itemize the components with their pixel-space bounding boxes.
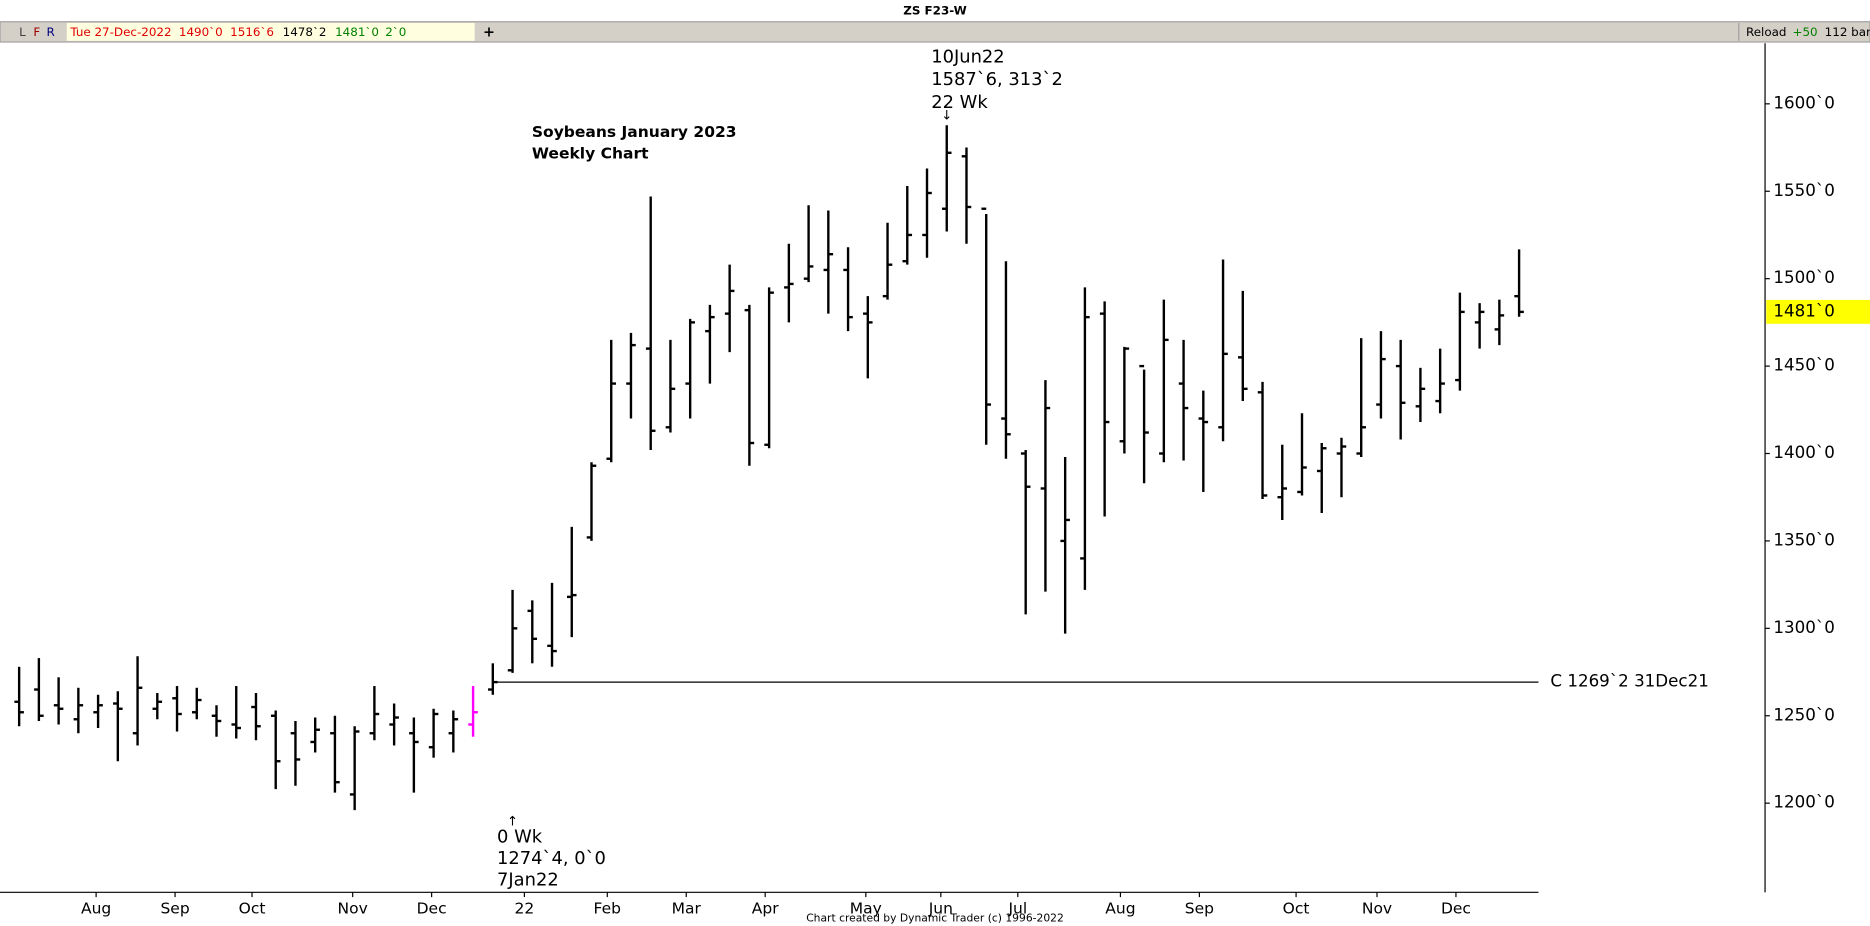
x-tick-label: Jun <box>928 900 953 918</box>
toolbar-button[interactable]: F <box>33 25 40 39</box>
x-tick-label: Nov <box>338 900 368 918</box>
x-tick-label: Aug <box>81 900 111 918</box>
window-title: ZS F23-W <box>903 4 967 18</box>
chart-subtitle: Weekly Chart <box>532 145 649 163</box>
reload-button[interactable]: Reload <box>1746 25 1787 39</box>
x-tick-label: Feb <box>594 900 621 918</box>
quote-open: 1490`0 <box>179 25 223 39</box>
annotation-arrow: ↑ <box>507 814 518 829</box>
quote-box <box>66 22 475 41</box>
annotation: 1274`4, 0`0 <box>497 848 606 869</box>
x-tick-label: Aug <box>1105 900 1135 918</box>
y-tick-label: 1300`0 <box>1773 618 1834 637</box>
x-tick-label: May <box>850 900 882 918</box>
y-tick-label: 1200`0 <box>1773 793 1834 812</box>
quote-change: 2`0 <box>385 25 406 39</box>
x-tick-label: Sep <box>160 900 189 918</box>
x-tick-label: Oct <box>239 900 266 918</box>
annotation: 1587`6, 313`2 <box>931 69 1063 90</box>
x-tick-label: Sep <box>1185 900 1214 918</box>
toolbar-button[interactable]: L <box>19 25 26 39</box>
x-tick-label: Jul <box>1007 900 1027 918</box>
x-tick-label: Apr <box>752 900 779 918</box>
annotation: 7Jan22 <box>497 869 559 890</box>
last-price-box <box>1766 299 1870 324</box>
annotation-arrow: ↓ <box>941 108 952 123</box>
reference-label: C 1269`2 31Dec21 <box>1550 672 1708 691</box>
x-tick-label: Mar <box>672 900 702 918</box>
y-tick-label: 1500`0 <box>1773 268 1834 287</box>
quote-high: 1516`6 <box>230 25 274 39</box>
y-tick-label: 1400`0 <box>1773 443 1834 462</box>
chart-title: Soybeans January 2023 <box>532 123 737 141</box>
x-tick-label: Nov <box>1362 900 1392 918</box>
x-tick-label: Oct <box>1283 900 1310 918</box>
quote-date: Tue 27-Dec-2022 <box>69 25 171 39</box>
y-tick-label: 1600`0 <box>1773 93 1834 112</box>
x-tick-label: Dec <box>417 900 447 918</box>
y-tick-label: 1250`0 <box>1773 705 1834 724</box>
y-tick-label: 1550`0 <box>1773 181 1834 200</box>
annotation: 22 Wk <box>931 92 988 113</box>
footer: Chart created by Dynamic Trader (c) 1996… <box>806 912 1064 925</box>
reload-step[interactable]: +50 <box>1792 25 1817 39</box>
toolbar-button[interactable]: R <box>47 25 55 39</box>
x-tick-label: Dec <box>1441 900 1471 918</box>
y-tick-label: 1450`0 <box>1773 356 1834 375</box>
quote-low: 1478`2 <box>283 25 327 39</box>
last-price-label: 1481`0 <box>1773 301 1834 320</box>
add-button[interactable]: + <box>483 24 495 40</box>
x-tick-label: 22 <box>515 900 535 918</box>
annotation: 0 Wk <box>497 826 543 847</box>
y-tick-label: 1350`0 <box>1773 530 1834 549</box>
annotation: 10Jun22 <box>931 47 1004 68</box>
quote-close: 1481`0 <box>335 25 379 39</box>
bar-count: 112 bars <box>1825 25 1870 39</box>
